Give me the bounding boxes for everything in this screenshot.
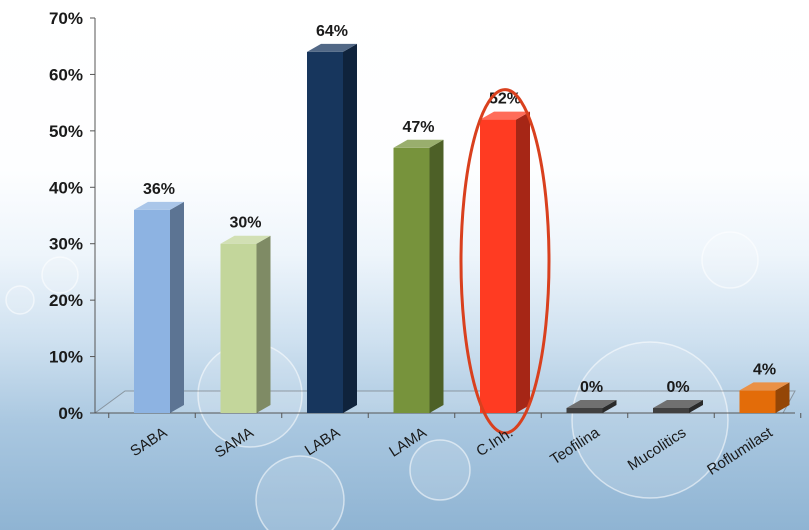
x-tick-label: SABA — [127, 424, 170, 460]
bar-side-face — [602, 400, 617, 413]
bar-top-face — [307, 43, 357, 52]
y-tick-label: 70% — [49, 9, 83, 28]
bar-roflumilast — [739, 382, 790, 413]
highlight-ellipse — [459, 88, 551, 435]
x-tick-label: LABA — [302, 424, 343, 459]
bar-front-face — [480, 119, 516, 414]
y-tick-label: 30% — [49, 235, 83, 254]
bar-side-face — [256, 235, 271, 413]
bar-front-face — [653, 408, 689, 413]
bar-side-face — [429, 139, 444, 414]
bar-side-face — [170, 201, 184, 413]
bar-lama — [393, 139, 444, 414]
y-tick-label: 40% — [49, 178, 83, 197]
data-label: 4% — [753, 361, 776, 378]
bar-top-face — [653, 400, 703, 408]
decorative-bubble — [5, 285, 35, 315]
y-tick-label: 0% — [58, 404, 83, 423]
y-tick-label: 20% — [49, 291, 83, 310]
bar-side-face — [343, 43, 357, 413]
bar-side-face — [689, 400, 703, 413]
bar-front-face — [220, 243, 257, 413]
bar-side-face — [775, 382, 790, 413]
decorative-bubble — [571, 341, 729, 499]
data-label: 52% — [489, 91, 521, 108]
bar-top-face — [393, 139, 444, 148]
data-label: 0% — [580, 379, 603, 396]
y-tick-label: 60% — [49, 65, 83, 84]
bar-front-face — [393, 147, 430, 414]
bar-top-face — [480, 111, 530, 120]
bar-front-face — [739, 390, 776, 413]
data-label: 47% — [402, 119, 434, 136]
bar-top-face — [566, 400, 617, 408]
bar-front-face — [566, 408, 603, 413]
bar-top-face — [220, 235, 271, 244]
bar-side-face — [516, 111, 530, 414]
decorative-bubble — [701, 231, 759, 289]
data-label: 0% — [666, 379, 689, 396]
bar-front-face — [307, 51, 343, 413]
decorative-bubble — [409, 439, 471, 501]
bar-teofilina — [566, 400, 617, 413]
bar-laba — [307, 43, 357, 413]
data-label: 36% — [143, 181, 175, 198]
decorative-bubble — [41, 256, 79, 294]
data-label: 64% — [316, 23, 348, 40]
bar-sama — [220, 235, 271, 413]
bar-top-face — [134, 201, 184, 210]
bar-front-face — [134, 209, 170, 413]
data-label: 30% — [229, 215, 261, 232]
decorative-bubble — [255, 455, 345, 530]
bar-top-face — [739, 382, 790, 391]
y-tick-label: 50% — [49, 122, 83, 141]
bar-mucolitics — [653, 400, 703, 413]
y-tick-label: 10% — [49, 348, 83, 367]
bar-saba — [134, 201, 184, 413]
bar-c-inh- — [480, 111, 530, 414]
